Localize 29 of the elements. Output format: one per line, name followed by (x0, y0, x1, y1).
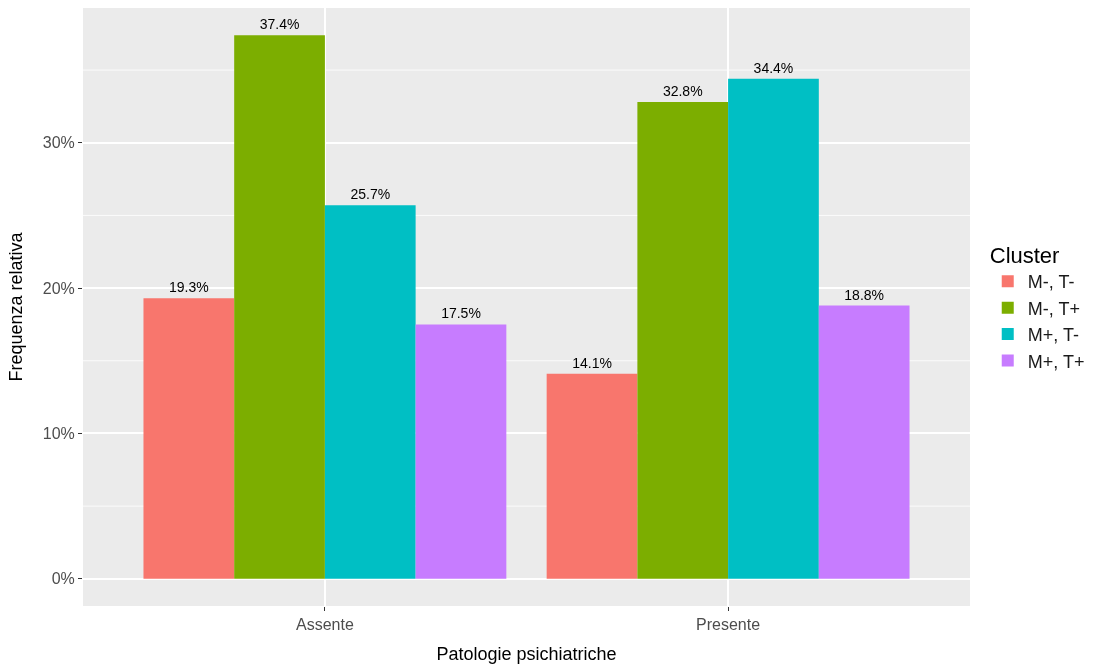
legend-label: M-, T- (1027, 272, 1075, 293)
data-label: 17.5% (441, 305, 481, 322)
legend-label: M+, T+ (1027, 351, 1085, 372)
data-label: 25.7% (350, 186, 391, 203)
bar (415, 324, 507, 579)
y-tick-label: 10% (42, 425, 75, 443)
x-axis-title: Patologie psichiatriche (436, 644, 617, 665)
bar (324, 205, 416, 579)
bar (637, 102, 729, 579)
data-label: 14.1% (572, 354, 612, 371)
x-tick-label: Assente (296, 616, 354, 634)
bar (546, 373, 638, 579)
legend-title: Cluster (989, 243, 1060, 269)
y-tick-label: 30% (42, 134, 75, 152)
bar (818, 305, 910, 579)
legend-label: M-, T+ (1027, 298, 1080, 319)
y-axis-title: Frequenza relativa (5, 231, 26, 382)
bar (728, 78, 819, 579)
y-tick-label: 0% (51, 570, 75, 588)
data-label: 34.4% (753, 59, 794, 76)
x-tick-label: Presente (696, 616, 761, 634)
data-label: 19.3% (168, 279, 209, 296)
data-label: 37.4% (259, 16, 300, 33)
bar (234, 35, 325, 579)
y-tick-label: 20% (42, 279, 75, 297)
data-label: 32.8% (662, 83, 703, 100)
data-label: 18.8% (844, 286, 885, 303)
bar (143, 298, 235, 579)
legend-label: M+, T- (1027, 325, 1079, 346)
